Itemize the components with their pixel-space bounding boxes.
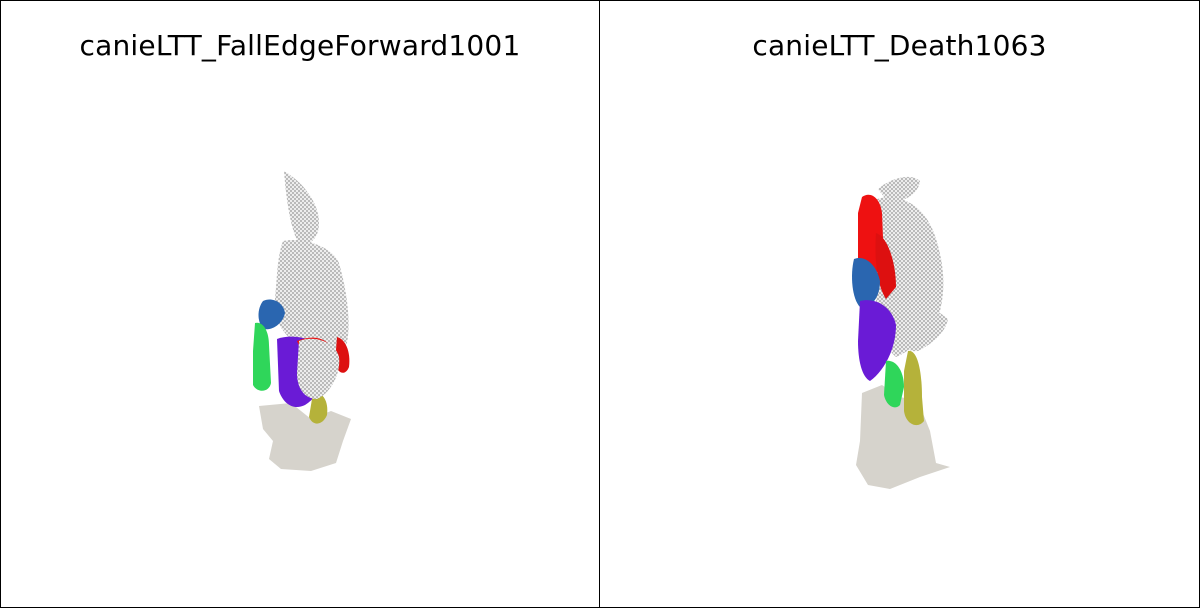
limb-yellow [904,350,924,426]
render-canvas [852,176,950,489]
viewer-panel-left[interactable]: canieLTT_FallEdgeForward1001 [0,0,600,608]
limb-red-lower [875,233,896,299]
panel-title: canieLTT_Death1063 [752,29,1047,62]
panel-title: canieLTT_FallEdgeForward1001 [79,29,521,62]
limb-green [253,322,271,391]
ground-shadow [856,385,950,489]
wolf-head [297,338,340,399]
render-canvas [253,171,351,471]
limb-purple [858,300,896,381]
wolf-head [896,300,948,352]
viewer-panel-right[interactable]: canieLTT_Death1063 [600,0,1200,608]
wolf-body [274,239,349,350]
wolf-tail [284,171,319,247]
limb-green [884,360,904,408]
limb-blue [852,257,880,308]
ground-shadow [259,403,351,471]
limb-yellow [309,392,328,424]
limb-blue [258,299,285,330]
